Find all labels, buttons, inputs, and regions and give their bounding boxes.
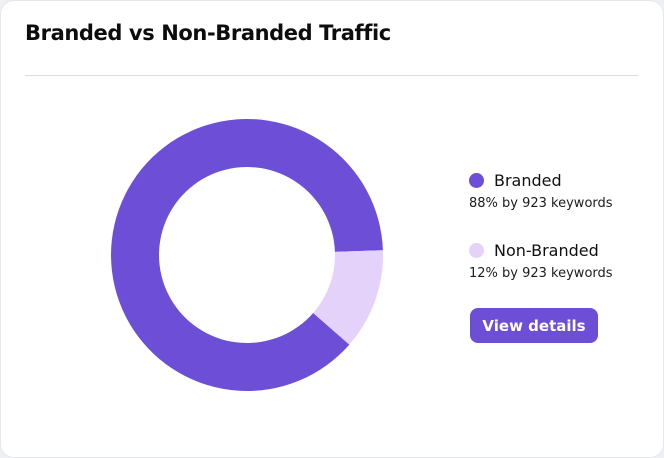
donut-chart bbox=[111, 119, 383, 391]
legend-label: Non-Branded bbox=[494, 240, 599, 260]
legend-item-branded: Branded 88% by 923 keywords bbox=[469, 167, 613, 237]
card-title: Branded vs Non-Branded Traffic bbox=[25, 21, 391, 45]
legend-item-non-branded: Non-Branded 12% by 923 keywords bbox=[469, 237, 613, 307]
non-branded-dot-icon bbox=[469, 242, 484, 258]
donut-slice-branded bbox=[111, 119, 383, 391]
donut-slice-non-branded bbox=[313, 250, 383, 345]
legend-label: Branded bbox=[494, 170, 562, 190]
legend: Branded 88% by 923 keywords Non-Branded … bbox=[469, 167, 613, 307]
branded-dot-icon bbox=[469, 172, 484, 188]
legend-detail: 12% by 923 keywords bbox=[469, 266, 613, 281]
view-details-button[interactable]: View details bbox=[470, 308, 598, 343]
legend-detail: 88% by 923 keywords bbox=[469, 196, 613, 211]
divider bbox=[25, 75, 638, 76]
